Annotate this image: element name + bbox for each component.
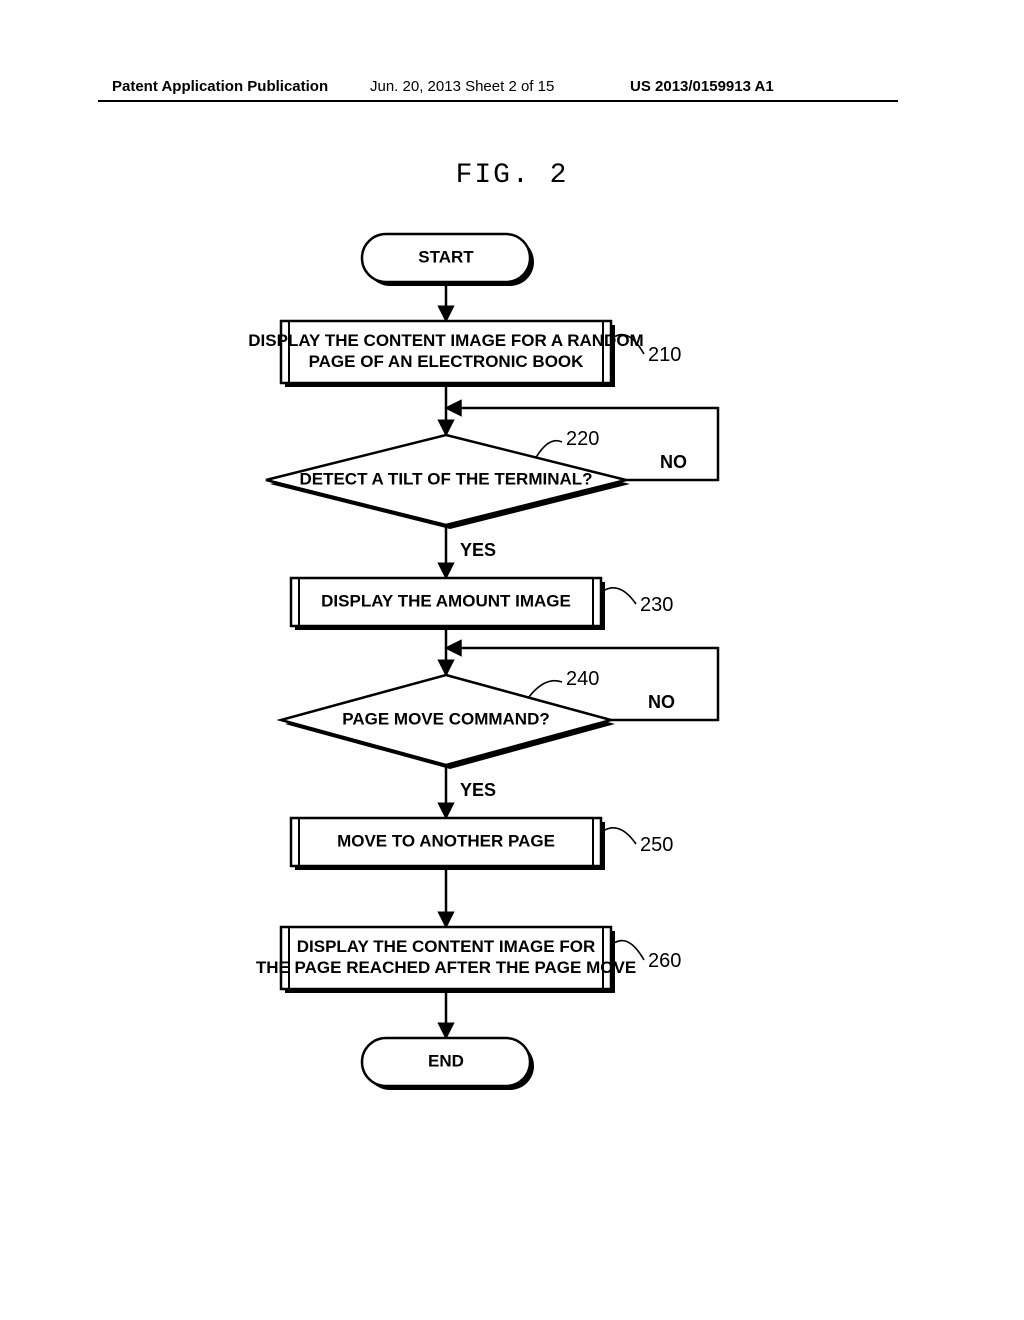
ref-220: 220 <box>566 428 599 451</box>
flow-label-yes: YES <box>460 780 496 801</box>
ref-250: 250 <box>640 834 673 857</box>
svg-text:DISPLAY THE CONTENT IMAGE FOR: DISPLAY THE CONTENT IMAGE FOR <box>297 937 595 956</box>
flowchart-svg: START DISPLAY THE CONTENT IMAGE FOR A RAN… <box>0 0 1024 1320</box>
flow-label-no: NO <box>648 692 675 713</box>
svg-text:DISPLAY THE CONTENT IMAGE FOR: DISPLAY THE CONTENT IMAGE FOR A RANDOM <box>248 331 643 350</box>
svg-text:MOVE TO ANOTHER PAGE: MOVE TO ANOTHER PAGE <box>337 831 555 850</box>
svg-text:THE PAGE REACHED AFTER THE PAG: THE PAGE REACHED AFTER THE PAGE MOVE <box>256 958 636 977</box>
ref-260: 260 <box>648 950 681 973</box>
svg-text:PAGE MOVE COMMAND?: PAGE MOVE COMMAND? <box>342 709 549 728</box>
svg-text:DETECT A TILT OF THE TERMINAL?: DETECT A TILT OF THE TERMINAL? <box>299 469 592 488</box>
svg-text:PAGE OF AN ELECTRONIC BOOK: PAGE OF AN ELECTRONIC BOOK <box>309 352 585 371</box>
ref-210: 210 <box>648 344 681 367</box>
svg-text:DISPLAY THE AMOUNT IMAGE: DISPLAY THE AMOUNT IMAGE <box>321 591 571 610</box>
flow-label-no: NO <box>660 452 687 473</box>
svg-text:END: END <box>428 1051 464 1070</box>
ref-240: 240 <box>566 668 599 691</box>
page: Patent Application Publication Jun. 20, … <box>0 0 1024 1320</box>
svg-text:START: START <box>418 247 474 266</box>
ref-230: 230 <box>640 594 673 617</box>
flow-label-yes: YES <box>460 540 496 561</box>
